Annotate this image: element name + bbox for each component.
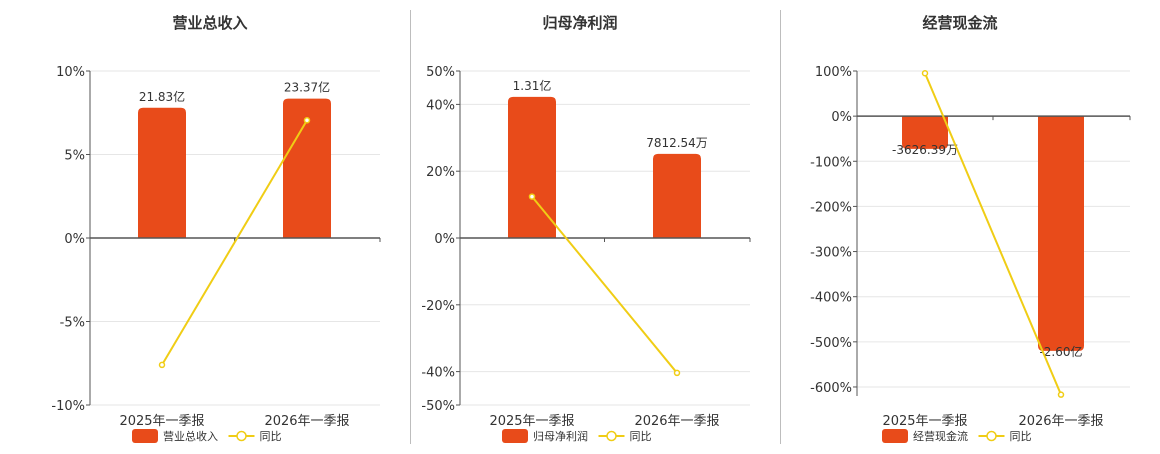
legend-bar-label: 营业总收入	[163, 429, 218, 443]
bar	[138, 107, 186, 238]
y-tick-label: 10%	[56, 65, 85, 80]
y-tick-label: 50%	[426, 65, 455, 80]
y-tick-label: -10%	[51, 399, 85, 414]
yoy-line	[531, 195, 678, 374]
legend-line-marker	[236, 430, 247, 442]
x-category-label: 2025年一季报	[119, 414, 204, 429]
legend-bar-swatch	[502, 429, 528, 443]
y-tick-label: -100%	[810, 155, 852, 170]
x-category-label: 2026年一季报	[264, 414, 349, 429]
panel-divider-1	[410, 10, 411, 444]
legend-line-marker	[606, 430, 617, 442]
y-tick-label: -300%	[810, 246, 852, 261]
bar-value-label: -2.60亿	[1039, 344, 1082, 359]
bar	[902, 116, 948, 149]
y-tick-label: 20%	[426, 165, 455, 180]
bar-value-label: 1.31亿	[513, 78, 552, 93]
y-tick-label: -400%	[810, 291, 852, 306]
y-tick-label: -600%	[810, 381, 852, 396]
legend-line-label: 同比	[260, 430, 282, 443]
bar	[508, 96, 556, 238]
bar-value-label: 21.83亿	[139, 89, 185, 104]
x-category-label: 2026年一季报	[1018, 414, 1103, 429]
chart-title: 营业总收入	[172, 14, 247, 32]
y-tick-label: 0%	[434, 232, 455, 247]
bar-value-label: 23.37亿	[284, 80, 330, 95]
y-tick-label: 0%	[64, 232, 85, 247]
yoy-line	[924, 72, 1062, 396]
bar-value-label: 7812.54万	[646, 136, 708, 150]
legend-line-label: 同比	[630, 430, 652, 443]
legend-bar-label: 归母净利润	[533, 429, 588, 443]
yoy-point	[303, 117, 311, 124]
yoy-point	[673, 369, 681, 377]
y-tick-label: 100%	[815, 65, 852, 80]
bar-value-label: -3626.39万	[892, 143, 958, 157]
legend-bar-swatch	[132, 429, 158, 443]
y-tick-label: -200%	[810, 200, 852, 215]
y-tick-label: 5%	[64, 149, 85, 164]
yoy-line	[161, 119, 308, 366]
y-tick-label: 40%	[426, 98, 455, 113]
legend-line-marker	[986, 430, 997, 442]
yoy-point	[921, 70, 929, 77]
x-category-label: 2025年一季报	[489, 414, 574, 429]
panel-divider-2	[780, 10, 781, 444]
yoy-point	[528, 193, 536, 200]
y-tick-label: 0%	[831, 110, 852, 125]
chart-title: 归母净利润	[542, 14, 617, 32]
bar	[283, 98, 331, 238]
x-category-label: 2026年一季报	[634, 414, 719, 429]
y-tick-label: -5%	[60, 316, 85, 331]
yoy-point	[1057, 391, 1065, 398]
yoy-point	[158, 361, 166, 369]
y-tick-label: -40%	[421, 366, 455, 381]
legend-bar-label: 经营现金流	[913, 429, 968, 443]
y-tick-label: -20%	[421, 299, 455, 314]
legend-bar-swatch	[882, 429, 908, 443]
x-category-label: 2025年一季报	[882, 414, 967, 429]
y-tick-label: -50%	[421, 399, 455, 414]
bar	[1038, 116, 1084, 351]
chart-title: 经营现金流	[922, 14, 997, 32]
y-tick-label: -500%	[810, 336, 852, 351]
legend-line-label: 同比	[1010, 430, 1032, 443]
bar	[653, 153, 701, 238]
